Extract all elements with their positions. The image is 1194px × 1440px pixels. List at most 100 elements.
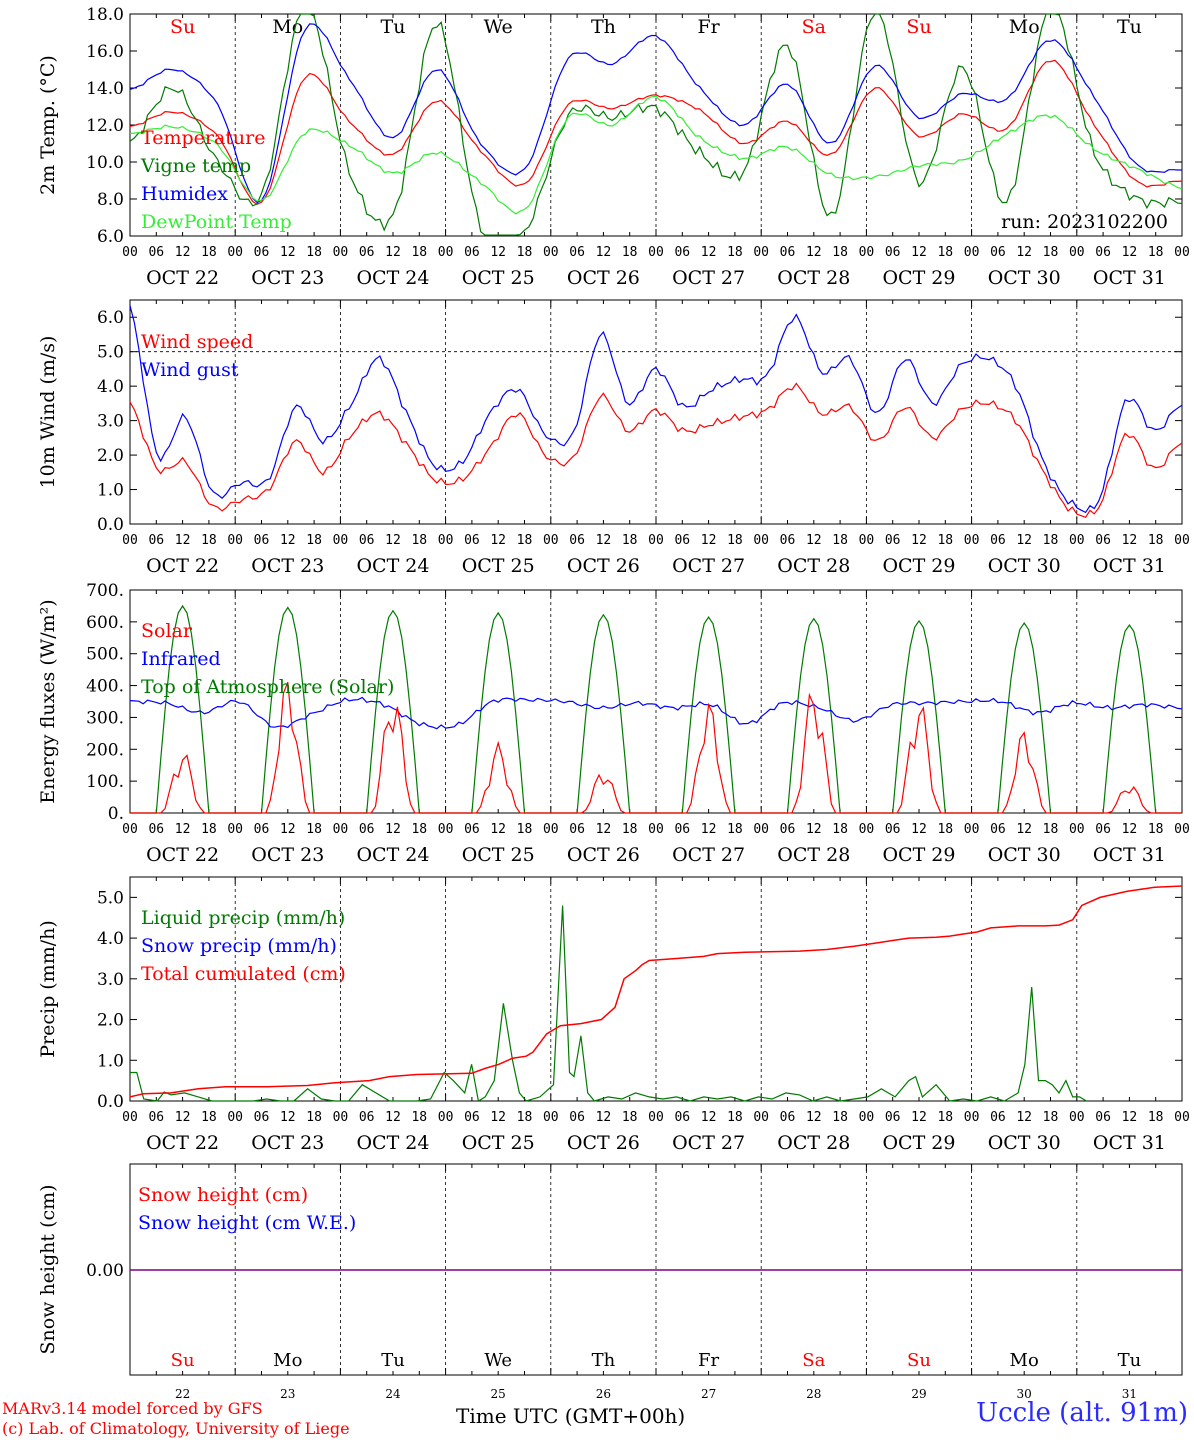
hour-tick-label: 18 (1043, 245, 1059, 260)
hour-tick-label: 12 (911, 245, 927, 260)
hour-tick-label: 00 (122, 1110, 138, 1125)
hour-tick-label: 12 (701, 533, 717, 548)
hour-tick-label: 00 (227, 1110, 243, 1125)
day-number-label: 27 (701, 1387, 716, 1401)
hour-tick-label: 00 (648, 533, 664, 548)
hour-tick-label: 12 (911, 533, 927, 548)
hour-tick-label: 00 (753, 533, 769, 548)
hour-tick-label: 06 (780, 533, 796, 548)
y-tick-label: 700. (86, 581, 124, 601)
hour-tick-label: 00 (859, 822, 875, 837)
legend-entry: Top of Atmosphere (Solar) (141, 676, 394, 698)
hour-tick-label: 12 (280, 533, 296, 548)
hour-tick-label: 18 (306, 533, 322, 548)
wind-series-line (129, 305, 1183, 514)
y-tick-label: 6.0 (97, 308, 124, 328)
y-tick-label: 200. (86, 740, 124, 760)
hour-tick-label: 12 (490, 1110, 506, 1125)
hour-tick-label: 00 (964, 1110, 980, 1125)
hour-tick-label: 18 (832, 533, 848, 548)
legend-entry: DewPoint Temp (141, 211, 292, 233)
y-axis-label: Energy fluxes (W/m²) (37, 599, 59, 803)
weekday-label: We (484, 1350, 512, 1371)
hour-tick-label: 18 (727, 1110, 743, 1125)
hour-tick-label: 12 (1016, 533, 1032, 548)
hour-tick-label: 18 (1148, 533, 1164, 548)
hour-tick-label: 18 (517, 1110, 533, 1125)
date-label: OCT 31 (1093, 555, 1166, 577)
hour-tick-label: 12 (175, 533, 191, 548)
date-label: OCT 30 (988, 555, 1061, 577)
hour-tick-label: 00 (964, 245, 980, 260)
hour-tick-label: 06 (780, 1110, 796, 1125)
hour-tick-label: 12 (385, 533, 401, 548)
y-axis-label: Snow height (cm) (37, 1184, 59, 1354)
hour-tick-label: 06 (674, 1110, 690, 1125)
hour-tick-label: 06 (254, 245, 270, 260)
date-label: OCT 22 (146, 267, 219, 289)
hour-tick-label: 18 (1043, 822, 1059, 837)
day-number-label: 28 (806, 1387, 821, 1401)
date-label: OCT 29 (882, 555, 955, 577)
hour-tick-label: 12 (175, 822, 191, 837)
date-label: OCT 24 (356, 555, 429, 577)
hour-tick-label: 06 (464, 533, 480, 548)
hour-tick-label: 00 (1069, 1110, 1085, 1125)
weekday-label: Th (591, 16, 616, 38)
liquid-precip-line (130, 905, 1087, 1102)
hour-tick-label: 18 (832, 822, 848, 837)
y-tick-label: 18.0 (86, 5, 124, 25)
y-tick-label: 16.0 (86, 42, 124, 62)
hour-tick-label: 06 (674, 245, 690, 260)
hour-tick-label: 06 (1095, 245, 1111, 260)
hour-tick-label: 12 (701, 245, 717, 260)
hour-tick-label: 06 (569, 533, 585, 548)
hour-tick-label: 00 (753, 245, 769, 260)
hour-tick-label: 06 (148, 533, 164, 548)
hour-tick-label: 18 (937, 1110, 953, 1125)
weekday-label: We (484, 16, 513, 38)
hour-tick-label: 06 (359, 822, 375, 837)
hour-tick-label: 00 (333, 1110, 349, 1125)
hour-tick-label: 06 (885, 533, 901, 548)
date-label: OCT 31 (1093, 1132, 1166, 1154)
y-axis-label: 10m Wind (m/s) (37, 336, 59, 489)
hour-tick-label: 18 (1148, 1110, 1164, 1125)
legend-entry: Vigne temp (140, 155, 251, 177)
hour-tick-label: 06 (569, 1110, 585, 1125)
hour-tick-label: 12 (911, 822, 927, 837)
hour-tick-label: 00 (543, 1110, 559, 1125)
date-label: OCT 26 (567, 267, 640, 289)
hour-tick-label: 12 (701, 1110, 717, 1125)
date-label: OCT 29 (882, 844, 955, 866)
hour-tick-label: 00 (1174, 1110, 1190, 1125)
date-label: OCT 25 (462, 555, 535, 577)
date-label: OCT 27 (672, 1132, 745, 1154)
date-label: OCT 29 (882, 1132, 955, 1154)
hour-tick-label: 12 (1016, 245, 1032, 260)
hour-tick-label: 18 (201, 533, 217, 548)
y-tick-label: 100. (86, 772, 124, 792)
hour-tick-label: 18 (622, 1110, 638, 1125)
y-tick-label: 2.0 (97, 446, 124, 466)
hour-tick-label: 18 (937, 533, 953, 548)
hour-tick-label: 12 (280, 822, 296, 837)
temp-series-line (129, 23, 1182, 204)
hour-tick-label: 12 (806, 1110, 822, 1125)
hour-tick-label: 18 (622, 533, 638, 548)
weekday-label: Tu (381, 16, 406, 38)
day-number-label: 26 (596, 1387, 611, 1401)
hour-tick-label: 06 (674, 533, 690, 548)
hour-tick-label: 00 (964, 822, 980, 837)
hour-tick-label: 12 (1122, 822, 1138, 837)
legend-entry: Snow height (cm) (138, 1184, 308, 1206)
wind-series-line (129, 382, 1183, 519)
date-label: OCT 31 (1093, 267, 1166, 289)
hour-tick-label: 12 (596, 1110, 612, 1125)
date-label: OCT 27 (672, 555, 745, 577)
hour-tick-label: 00 (438, 1110, 454, 1125)
legend-entry: Snow height (cm W.E.) (138, 1212, 356, 1234)
weekday-label: Tu (1118, 1350, 1142, 1371)
hour-tick-label: 00 (227, 822, 243, 837)
hour-tick-label: 06 (359, 533, 375, 548)
